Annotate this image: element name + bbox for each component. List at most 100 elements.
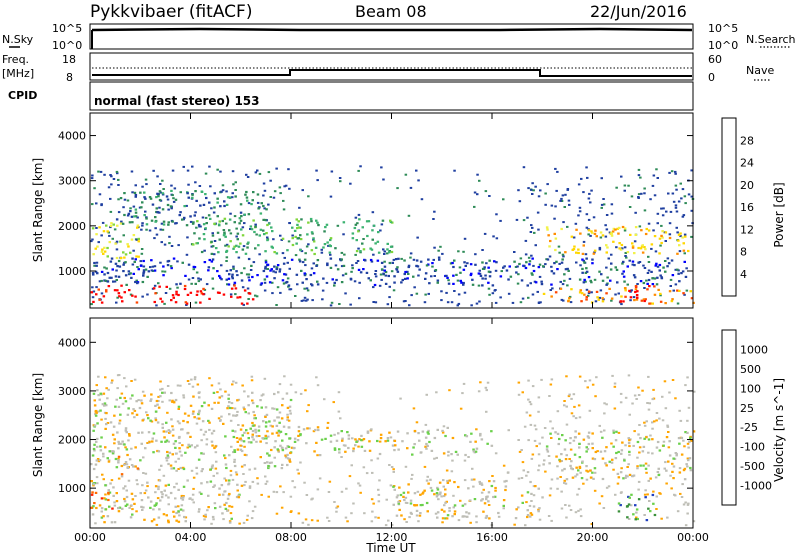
echo-cell xyxy=(436,511,440,514)
echo-cell xyxy=(533,231,536,234)
echo-cell xyxy=(124,461,128,464)
colorbar-frame xyxy=(721,329,737,506)
echo-cell xyxy=(152,169,155,172)
echo-cell xyxy=(178,214,181,217)
echo-cell xyxy=(329,257,333,260)
echo-cell xyxy=(567,395,571,398)
echo-cell xyxy=(289,383,293,386)
echo-cell xyxy=(232,267,235,270)
echo-cell xyxy=(628,496,631,499)
echo-cell xyxy=(190,378,193,381)
echo-cell xyxy=(222,518,225,521)
echo-cell xyxy=(284,447,288,450)
echo-cell xyxy=(432,258,435,261)
echo-cell xyxy=(462,250,465,253)
echo-cell xyxy=(591,262,594,265)
echo-cell xyxy=(525,261,528,264)
echo-cell xyxy=(188,383,191,385)
echo-cell xyxy=(227,283,231,286)
echo-cell xyxy=(254,225,257,228)
echo-cell xyxy=(572,439,576,442)
echo-cell xyxy=(152,451,155,454)
echo-cell xyxy=(417,520,420,523)
echo-cell xyxy=(205,283,209,286)
echo-cell xyxy=(166,198,170,201)
echo-cell xyxy=(231,273,234,276)
echo-cell xyxy=(134,184,137,187)
echo-cell xyxy=(570,412,574,415)
echo-cell xyxy=(191,277,195,279)
echo-cell xyxy=(370,498,374,501)
echo-cell xyxy=(161,228,165,231)
echo-cell xyxy=(128,221,132,224)
echo-cell xyxy=(282,199,285,202)
echo-cell xyxy=(430,275,433,278)
echo-cell xyxy=(251,510,255,513)
echo-cell xyxy=(439,491,442,494)
echo-cell xyxy=(360,439,363,442)
echo-cell xyxy=(361,242,364,245)
echo-cell xyxy=(472,450,476,453)
echo-cell xyxy=(383,265,387,268)
echo-cell xyxy=(293,437,297,440)
echo-cell xyxy=(446,481,450,484)
echo-cell xyxy=(294,295,297,297)
echo-cell xyxy=(219,276,222,279)
echo-cell xyxy=(216,472,219,475)
echo-cell xyxy=(137,255,140,258)
echo-cell xyxy=(653,194,657,197)
echo-cell xyxy=(564,504,567,506)
echo-cell xyxy=(210,465,214,468)
echo-cell xyxy=(166,411,169,414)
echo-cell xyxy=(444,501,447,504)
echo-cell xyxy=(434,512,438,515)
echo-cell xyxy=(638,451,641,454)
echo-cell xyxy=(521,297,525,300)
echo-cell xyxy=(232,247,235,250)
echo-cell xyxy=(558,251,561,254)
echo-cell xyxy=(96,272,99,275)
echo-cell xyxy=(233,221,236,224)
echo-cell xyxy=(641,389,644,392)
echo-cell xyxy=(628,259,631,262)
echo-cell xyxy=(299,238,303,241)
echo-cell xyxy=(96,482,99,485)
echo-cell xyxy=(291,234,294,237)
echo-cell xyxy=(441,517,445,520)
echo-cell xyxy=(210,440,214,443)
echo-cell xyxy=(198,237,201,240)
echo-cell xyxy=(228,413,231,416)
echo-cell xyxy=(608,231,612,234)
echo-cell xyxy=(458,266,462,269)
echo-cell xyxy=(469,273,473,277)
echo-cell xyxy=(388,261,392,265)
echo-cell xyxy=(605,228,609,231)
echo-cell xyxy=(102,478,105,481)
echo-cell xyxy=(619,401,623,404)
echo-cell xyxy=(681,188,685,191)
echo-cell xyxy=(485,389,488,392)
echo-cell xyxy=(239,211,243,214)
echo-cell xyxy=(618,247,621,250)
echo-cell xyxy=(505,479,508,483)
echo-cell xyxy=(117,447,120,450)
echo-cell xyxy=(538,442,541,445)
echo-cell xyxy=(130,504,133,507)
echo-cell xyxy=(124,427,128,430)
echo-cell xyxy=(174,440,177,443)
echo-cell xyxy=(242,303,245,306)
echo-cell xyxy=(457,485,460,489)
echo-cell xyxy=(130,447,133,450)
echo-cell xyxy=(618,242,621,245)
echo-cell xyxy=(495,213,498,216)
echo-cell xyxy=(91,238,94,241)
echo-cell xyxy=(238,222,241,225)
echo-cell xyxy=(366,431,370,434)
echo-cell xyxy=(578,456,582,459)
echo-cell xyxy=(127,407,130,410)
echo-cell xyxy=(574,430,577,433)
echo-cell xyxy=(273,419,276,422)
echo-cell xyxy=(134,295,137,298)
echo-cell xyxy=(136,224,140,227)
echo-cell xyxy=(671,274,675,277)
